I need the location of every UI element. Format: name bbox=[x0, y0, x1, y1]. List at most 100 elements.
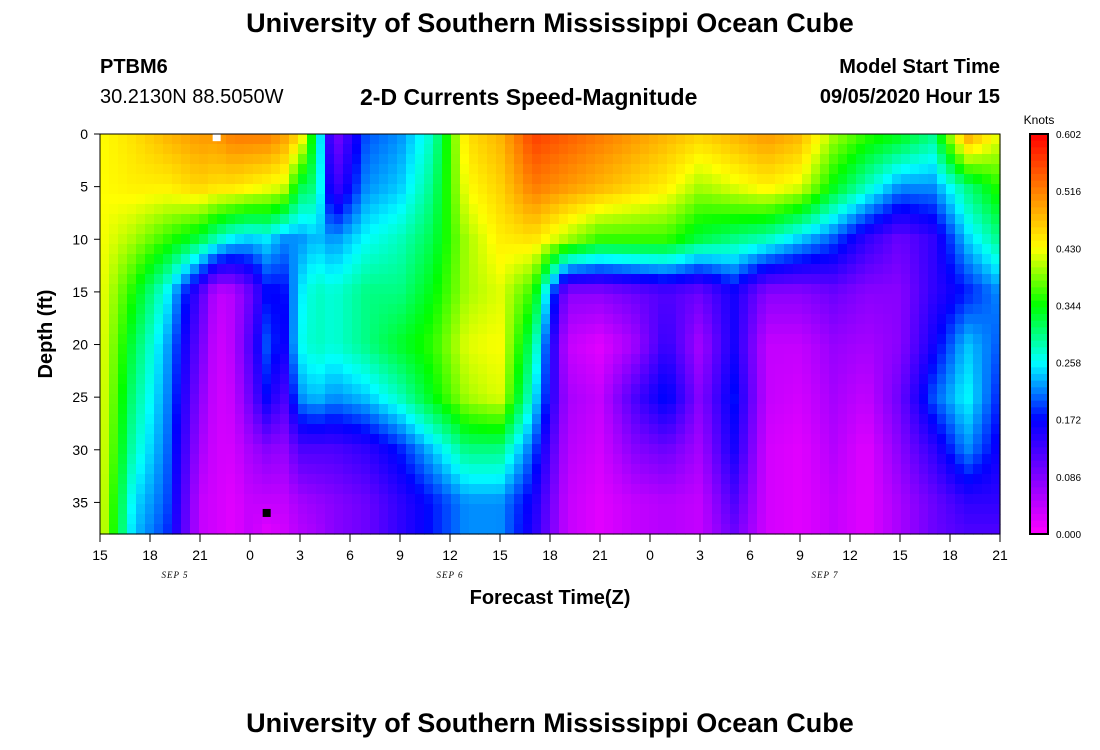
heatmap-cell bbox=[955, 354, 965, 365]
heatmap-cell bbox=[118, 464, 128, 475]
heatmap-cell bbox=[757, 344, 767, 355]
heatmap-cell bbox=[397, 484, 407, 495]
heatmap-cell bbox=[388, 384, 398, 395]
heatmap-cell bbox=[748, 464, 758, 475]
heatmap-cell bbox=[325, 274, 335, 285]
heatmap-cell bbox=[595, 204, 605, 215]
heatmap-cell bbox=[928, 144, 938, 155]
heatmap-cell bbox=[730, 284, 740, 295]
heatmap-cell bbox=[838, 134, 848, 145]
colorbar-segment bbox=[1030, 200, 1048, 208]
heatmap-cell bbox=[397, 434, 407, 445]
heatmap-cell bbox=[901, 504, 911, 515]
heatmap-cell bbox=[622, 244, 632, 255]
heatmap-cell bbox=[280, 184, 290, 195]
heatmap-cell bbox=[280, 484, 290, 495]
heatmap-cell bbox=[172, 214, 182, 225]
heatmap-cell bbox=[406, 264, 416, 275]
heatmap-cell bbox=[721, 154, 731, 165]
heatmap-cell bbox=[100, 364, 110, 375]
heatmap-cell bbox=[253, 324, 263, 335]
heatmap-cell bbox=[550, 254, 560, 265]
heatmap-cell bbox=[838, 474, 848, 485]
heatmap-cell bbox=[514, 144, 524, 155]
heatmap-cell bbox=[253, 524, 263, 535]
heatmap-cell bbox=[685, 134, 695, 145]
heatmap-cell bbox=[235, 214, 245, 225]
heatmap-cell bbox=[793, 434, 803, 445]
heatmap-cell bbox=[451, 514, 461, 525]
heatmap-cell bbox=[676, 364, 686, 375]
heatmap-cell bbox=[811, 154, 821, 165]
heatmap-cell bbox=[775, 214, 785, 225]
heatmap-cell bbox=[217, 164, 227, 175]
heatmap-cell bbox=[955, 274, 965, 285]
heatmap-cell bbox=[847, 424, 857, 435]
heatmap-cell bbox=[802, 174, 812, 185]
heatmap-cell bbox=[460, 164, 470, 175]
heatmap-cell bbox=[397, 334, 407, 345]
heatmap-cell bbox=[424, 284, 434, 295]
heatmap-cell bbox=[433, 494, 443, 505]
heatmap-cell bbox=[838, 414, 848, 425]
heatmap-cell bbox=[352, 154, 362, 165]
heatmap-cell bbox=[631, 144, 641, 155]
heatmap-cell bbox=[145, 324, 155, 335]
heatmap-cell bbox=[289, 214, 299, 225]
heatmap-cell bbox=[334, 424, 344, 435]
heatmap-cell bbox=[964, 434, 974, 445]
heatmap-cell bbox=[667, 334, 677, 345]
heatmap-cell bbox=[343, 504, 353, 515]
heatmap-cell bbox=[271, 384, 281, 395]
heatmap-cell bbox=[577, 334, 587, 345]
heatmap-cell bbox=[973, 514, 983, 525]
heatmap-cell bbox=[649, 504, 659, 515]
heatmap-cell bbox=[928, 204, 938, 215]
heatmap-cell bbox=[568, 364, 578, 375]
heatmap-cell bbox=[442, 144, 452, 155]
heatmap-cell bbox=[325, 174, 335, 185]
heatmap-cell bbox=[280, 214, 290, 225]
heatmap-cell bbox=[127, 264, 137, 275]
heatmap-cell bbox=[766, 274, 776, 285]
heatmap-cell bbox=[973, 274, 983, 285]
heatmap-cell bbox=[982, 144, 992, 155]
heatmap-cell bbox=[559, 134, 569, 145]
heatmap-cell bbox=[271, 144, 281, 155]
heatmap-cell bbox=[379, 434, 389, 445]
heatmap-cell bbox=[172, 134, 182, 145]
heatmap-cell bbox=[649, 194, 659, 205]
heatmap-cell bbox=[496, 484, 506, 495]
x-tick-label: 15 bbox=[92, 547, 108, 563]
heatmap-cell bbox=[478, 294, 488, 305]
heatmap-cell bbox=[847, 434, 857, 445]
heatmap-cell bbox=[955, 514, 965, 525]
heatmap-cell bbox=[109, 134, 119, 145]
heatmap-cell bbox=[325, 314, 335, 325]
heatmap-cell bbox=[397, 454, 407, 465]
heatmap-cell bbox=[568, 384, 578, 395]
heatmap-cell bbox=[289, 194, 299, 205]
heatmap-cell bbox=[721, 474, 731, 485]
heatmap-cell bbox=[577, 344, 587, 355]
heatmap-cell bbox=[694, 484, 704, 495]
heatmap-cell bbox=[640, 444, 650, 455]
heatmap-cell bbox=[721, 414, 731, 425]
heatmap-cell bbox=[937, 314, 947, 325]
heatmap-cell bbox=[910, 414, 920, 425]
heatmap-cell bbox=[127, 314, 137, 325]
heatmap-cell bbox=[280, 504, 290, 515]
heatmap-cell bbox=[271, 324, 281, 335]
heatmap-cell bbox=[991, 404, 1001, 415]
heatmap-cell bbox=[109, 154, 119, 165]
heatmap-cell bbox=[289, 364, 299, 375]
heatmap-cell bbox=[397, 394, 407, 405]
heatmap-cell bbox=[937, 244, 947, 255]
heatmap-cell bbox=[928, 454, 938, 465]
heatmap-cell bbox=[937, 414, 947, 425]
heatmap-cell bbox=[631, 154, 641, 165]
heatmap-cell bbox=[811, 504, 821, 515]
heatmap-cell bbox=[505, 214, 515, 225]
heatmap-cell bbox=[316, 314, 326, 325]
heatmap-cell bbox=[388, 424, 398, 435]
